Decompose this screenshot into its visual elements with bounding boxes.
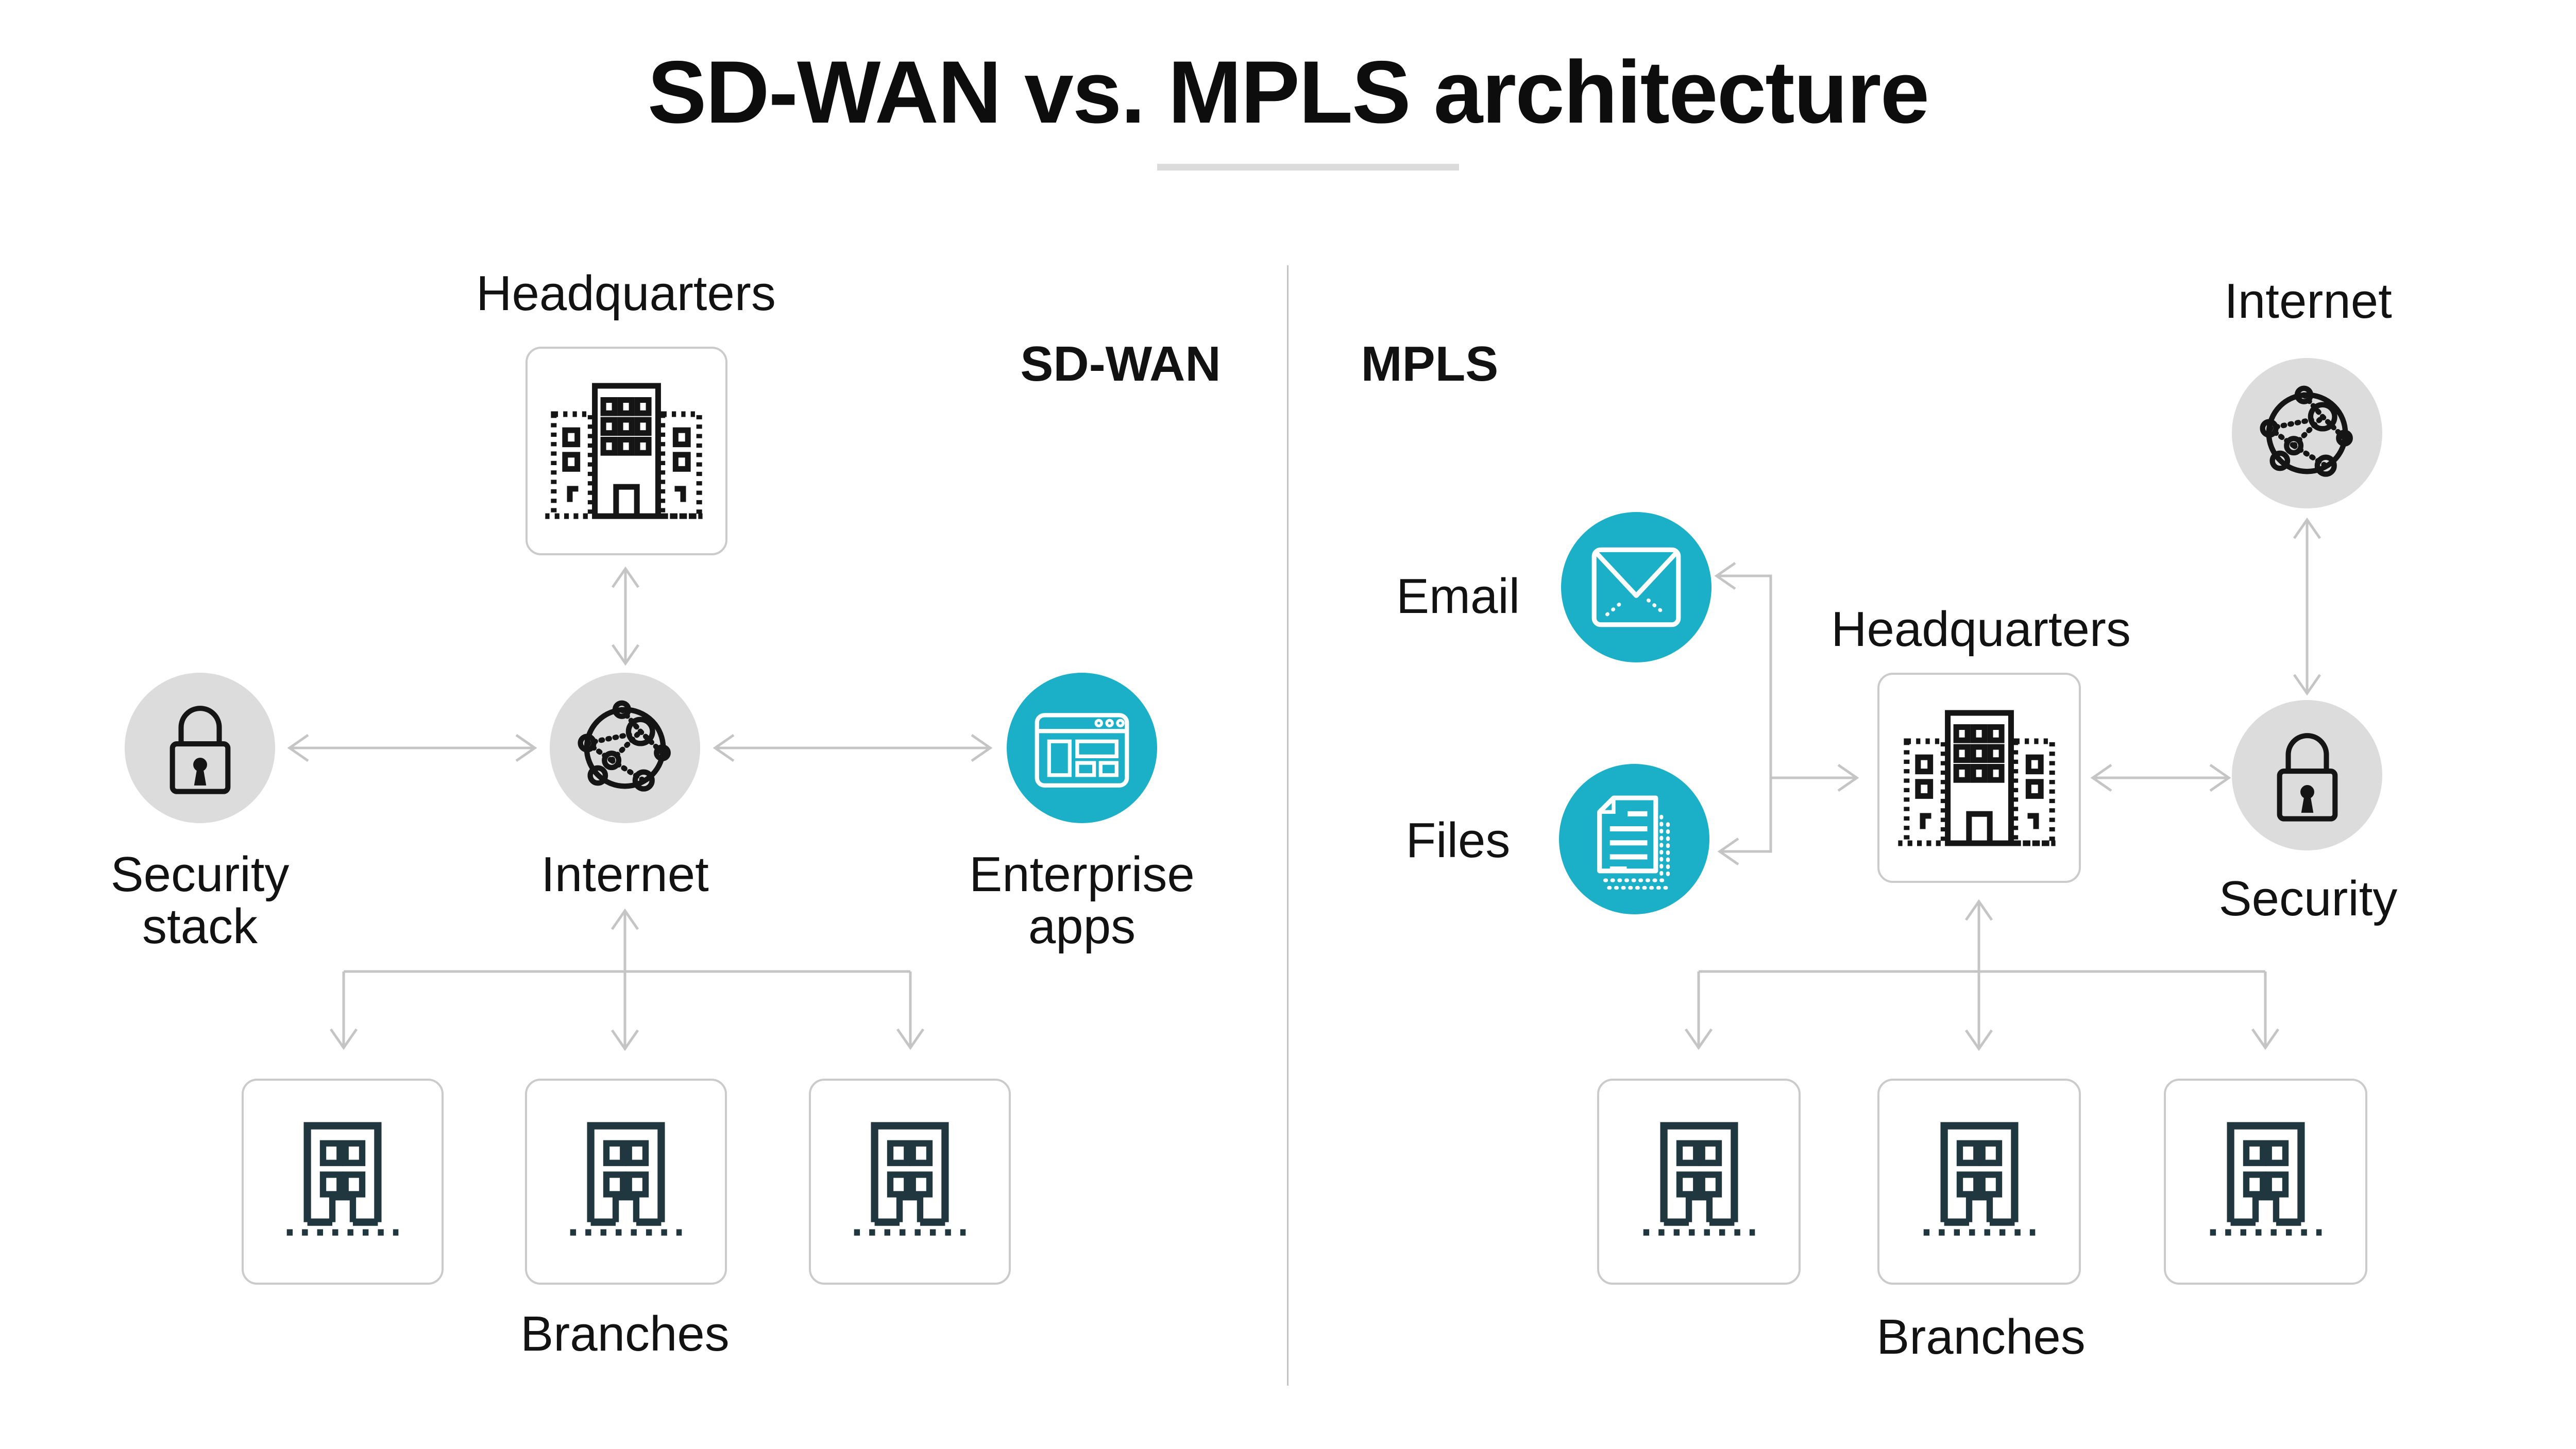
mpls-files-node <box>1559 764 1709 914</box>
hq-email-files-elbow <box>1714 561 1772 866</box>
sdwan-internet-label: Internet <box>541 847 709 902</box>
sdwan-headquarters-box <box>526 347 727 555</box>
mpls-branch-box-1 <box>1597 1079 1801 1285</box>
mpls-files-label: Files <box>1405 813 1511 868</box>
network-icon <box>2258 384 2356 482</box>
mpls-security-label: Security <box>2218 871 2398 926</box>
sdwan-branch-box-3 <box>809 1079 1011 1285</box>
mpls-branch-box-3 <box>2164 1079 2367 1285</box>
title-underline <box>1157 164 1459 171</box>
building-icon <box>2207 1118 2325 1240</box>
building-icon <box>1640 1118 1758 1240</box>
page-title: SD-WAN vs. MPLS architecture <box>647 43 1929 142</box>
mpls-email-node <box>1561 512 1711 662</box>
sdwan-internet-node <box>550 673 700 823</box>
mpls-headquarters-label: Headquarters <box>1831 602 2131 657</box>
envelope-icon <box>1585 536 1688 639</box>
mpls-branch-box-2 <box>1877 1079 2081 1285</box>
sdwan-headquarters-label: Headquarters <box>476 266 776 321</box>
sdwan-security-stack-label: Security stack <box>110 847 290 954</box>
browser-icon <box>1030 696 1133 799</box>
network-icon <box>576 699 674 797</box>
sdwan-section-label: SD-WAN <box>1020 336 1221 391</box>
building-icon <box>1894 707 2064 849</box>
panel-divider <box>1287 265 1289 1386</box>
mpls-internet-label: Internet <box>2224 274 2392 329</box>
building-icon <box>567 1118 685 1240</box>
building-icon <box>541 380 711 522</box>
sdwan-security-stack-node <box>125 673 275 823</box>
document-icon <box>1583 788 1686 891</box>
mpls-branches-label: Branches <box>1876 1309 2086 1365</box>
mpls-security-node <box>2232 700 2382 850</box>
lock-icon <box>152 701 248 796</box>
mpls-section-label: MPLS <box>1361 336 1499 391</box>
sdwan-branches-label: Branches <box>520 1306 730 1361</box>
lock-icon <box>2260 728 2355 823</box>
sdwan-enterprise-apps-node <box>1007 673 1157 823</box>
sdwan-branch-box-1 <box>242 1079 444 1285</box>
sdwan-enterprise-apps-label: Enterprise apps <box>969 847 1195 954</box>
building-icon <box>851 1118 969 1240</box>
sdwan-branch-box-2 <box>525 1079 727 1285</box>
mpls-email-label: Email <box>1396 569 1520 624</box>
mpls-headquarters-box <box>1877 673 2081 883</box>
building-icon <box>284 1118 401 1240</box>
mpls-internet-node <box>2232 358 2382 508</box>
building-icon <box>1921 1118 2038 1240</box>
